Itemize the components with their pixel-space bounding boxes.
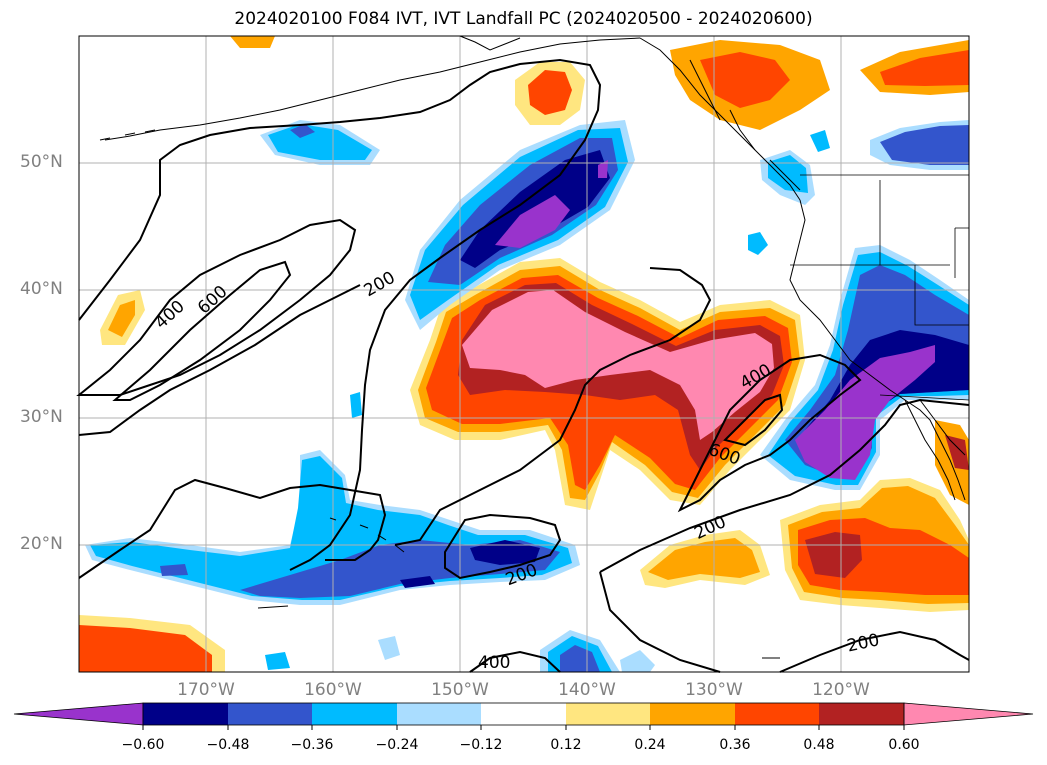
colorbar-segment [143,703,228,725]
ivt-contour-400 [469,650,561,673]
colorbar-tick-label: 0.12 [550,737,582,753]
lat-label-50n: 50°N [20,152,63,172]
ivt-contour-600 [112,260,292,401]
lon-label-120w: 120°W [812,680,870,700]
pc-positive-region [108,300,135,337]
alaska-coast [104,37,641,141]
ivt-contour-400 [76,218,357,396]
colorbar-tick-label: −0.12 [459,737,503,753]
pc-negative-region [598,160,608,178]
lon-label-140w: 140°W [558,680,616,700]
lon-label-170w: 170°W [177,680,235,700]
pc-positive-region [700,52,790,108]
ivt-contours [76,58,970,673]
colorbar-tick-label: −0.48 [206,737,250,753]
lat-label-30n: 30°N [20,407,63,427]
colorbar-segment [819,703,904,725]
pc-negative-region [748,232,768,255]
alaska-panhandle [639,37,801,201]
colorbar-segment [397,703,481,725]
ivt-contour-200 [599,571,721,673]
pc-negative-region [795,345,935,480]
gridlines [79,36,969,672]
pc-positive-region [230,36,275,48]
pc-negative-region [560,645,600,672]
colorbar-tick-label: 0.48 [803,737,835,753]
colorbar-segment [735,703,819,725]
map-title: 2024020100 F084 IVT, IVT Landfall PC (20… [234,9,813,29]
coastlines [99,35,966,659]
colorbar-segment [650,703,735,725]
ivt-contour-200 [78,284,361,436]
colorbar-min-arrow [13,702,144,726]
pc-negative-region [378,636,400,660]
lat-label-40n: 40°N [20,279,63,299]
colorbar-tick-label: −0.60 [121,737,165,753]
pc-negative-region [880,125,969,165]
pc-negative-region [810,130,830,152]
colorbar-segment [481,703,566,725]
lon-label-150w: 150°W [431,680,489,700]
pc-positive-region [528,70,572,115]
ivt-contour-600 [723,393,784,447]
colorbar-tick-label: −0.24 [375,737,419,753]
ivt-contour-200 [444,513,562,580]
state-borders [954,227,969,278]
ivt-contour-200 [78,478,387,579]
pc-negative-region [620,650,655,672]
colorbar-tick-label: 0.24 [634,737,666,753]
ivt-contour-200 [779,630,970,673]
pc-negative-region [350,392,362,418]
pc-negative-region [495,195,570,248]
pc-positive-region [648,538,760,580]
colorbar-tick-label: 0.36 [719,737,751,753]
ivt-contour-400 [677,353,862,513]
colorbar-segment [566,703,650,725]
island-dash [257,605,289,609]
pc-negative-region [400,576,435,588]
aleutian-islands [99,129,156,141]
alaska-coast [459,35,521,51]
ivt-contour-200 [394,267,712,546]
pc-negative-region [265,652,290,670]
lat-label-20n: 20°N [20,534,63,554]
baja-coast [904,399,956,501]
pc-negative-region [290,124,315,138]
colorbar-tick-label: −0.36 [290,737,334,753]
borders [790,174,970,401]
pc-positive-region [805,532,862,578]
ivt-contour-200 [599,398,970,573]
pc-negative-region [768,155,808,193]
pc-positive-region [945,435,969,470]
pc-negative-region [470,540,540,565]
map-frame [78,35,970,673]
west-coast [789,199,966,501]
colorbar [13,702,1034,730]
bc-islands [689,59,801,191]
colorbar-segment [228,703,312,725]
pc-positive-region [79,625,212,672]
contour-label: 400 [478,653,510,673]
lon-label-130w: 130°W [685,680,743,700]
pc-positive-region [880,50,969,86]
ivt-contour-200 [78,58,602,571]
lon-label-160w: 160°W [304,680,362,700]
colorbar-segment [312,703,397,725]
state-borders [790,180,970,401]
pc-negative-region [160,564,188,576]
pc-positive-region [462,290,774,440]
colorbar-tick-label: 0.60 [888,737,920,753]
gulf-california [919,399,966,456]
hawaii-islands [329,517,405,553]
colorbar-max-arrow [903,702,1034,726]
